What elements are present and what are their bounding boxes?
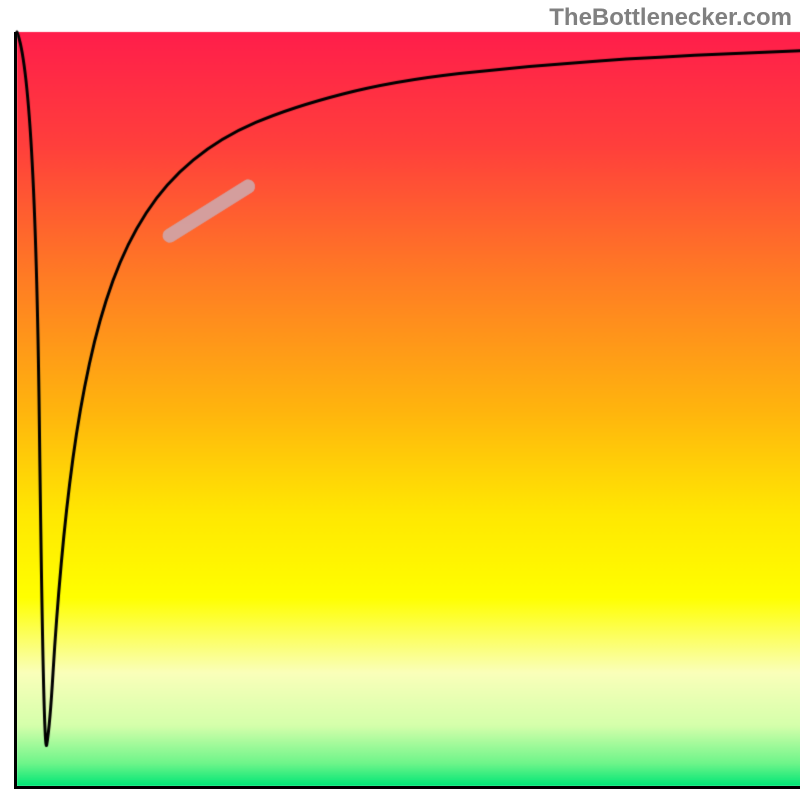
chart-canvas: [0, 0, 800, 800]
y-axis: [14, 32, 17, 789]
chart-container: TheBottlenecker.com: [0, 0, 800, 800]
watermark-text: TheBottlenecker.com: [549, 4, 792, 32]
x-axis: [14, 786, 800, 789]
